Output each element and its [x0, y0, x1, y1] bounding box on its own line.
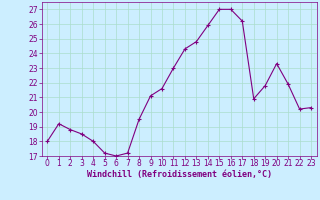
X-axis label: Windchill (Refroidissement éolien,°C): Windchill (Refroidissement éolien,°C) [87, 170, 272, 179]
